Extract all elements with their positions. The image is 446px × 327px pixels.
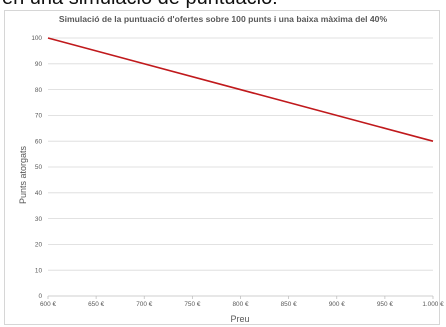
chart-title: Simulació de la puntuació d'ofertes sobr…	[59, 14, 388, 24]
x-tick-label: 750 €	[184, 301, 200, 308]
y-tick-label: 0	[38, 293, 42, 300]
y-tick-label: 90	[35, 61, 43, 68]
y-tick-label: 60	[35, 138, 43, 145]
y-tick-label: 40	[35, 190, 43, 197]
x-tick-label: 700 €	[136, 301, 152, 308]
page-caption: en una simulació de puntuació:	[2, 0, 278, 10]
y-tick-label: 10	[35, 267, 43, 274]
x-tick-label: 900 €	[329, 301, 345, 308]
x-axis-title: Preu	[230, 314, 249, 324]
y-tick-label: 50	[35, 164, 43, 171]
series-line	[47, 37, 434, 142]
y-tick-label: 30	[35, 216, 43, 223]
x-tick-label: 1.000 €	[422, 301, 444, 308]
y-tick-label: 70	[35, 113, 43, 120]
y-tick-label: 100	[31, 35, 42, 42]
x-tick-label: 600 €	[40, 301, 56, 308]
x-tick-label: 650 €	[88, 301, 104, 308]
y-tick-label: 20	[35, 242, 43, 249]
y-axis-title: Punts atorgats	[18, 145, 28, 204]
y-tick-label: 80	[35, 87, 43, 94]
x-tick-label: 850 €	[281, 301, 297, 308]
x-tick-label: 950 €	[377, 301, 393, 308]
series-layer	[47, 37, 434, 142]
chart-area	[4, 10, 440, 325]
x-tick-label: 800 €	[233, 301, 249, 308]
x-tick-labels: 600 € 650 € 700 € 750 € 800 € 850 € 900 € 950 €…	[40, 301, 444, 308]
gridlines	[47, 37, 434, 299]
y-tick-labels: 0 10 20 30 40 50 60 70 80 90 100	[31, 35, 42, 300]
